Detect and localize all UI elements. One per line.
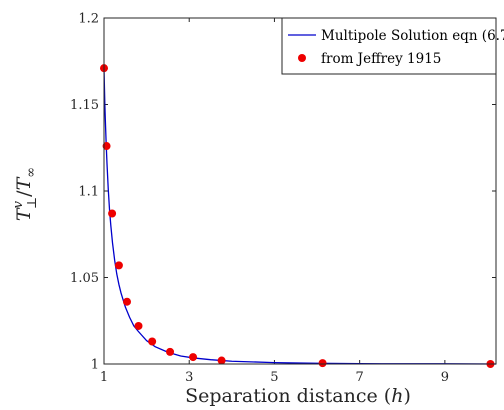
jeffrey-data-point xyxy=(108,209,117,218)
y-tick-label: 1.05 xyxy=(70,271,99,286)
jeffrey-data-point xyxy=(148,337,157,346)
x-axis-label-var: h xyxy=(391,385,403,407)
x-tick-label: 5 xyxy=(270,370,278,385)
y-axis-ticks: 1 1.05 1.1 1.15 1.2 xyxy=(70,12,496,373)
legend-box xyxy=(281,17,497,75)
y-tick-label: 1.15 xyxy=(70,98,99,113)
y-label-T: T xyxy=(13,207,35,221)
y-label-slash: / xyxy=(13,190,35,197)
legend: Multipole Solution eqn (6.7) from Jeffre… xyxy=(281,17,504,75)
jeffrey-data-point xyxy=(166,347,175,356)
jeffrey-data-point xyxy=(102,142,111,151)
y-label-sub: ⊥ xyxy=(25,197,40,209)
x-tick-label: 3 xyxy=(185,370,193,385)
y-axis-label: Tv⊥/T∞ xyxy=(11,167,40,221)
y-label-sup: v xyxy=(11,200,26,208)
jeffrey-data-point xyxy=(189,353,198,362)
x-axis-label-text: Separation distance xyxy=(185,385,378,407)
x-tick-label: 7 xyxy=(356,370,364,385)
series-layer xyxy=(100,64,497,368)
x-axis-label: Separation distance (h) xyxy=(185,385,411,407)
legend-marker-swatch xyxy=(298,54,306,62)
plot-area xyxy=(104,18,496,364)
y-tick-label: 1.2 xyxy=(78,12,99,27)
jeffrey-data-point xyxy=(123,297,132,306)
y-tick-label: 1.1 xyxy=(78,185,99,200)
y-label-sub2: ∞ xyxy=(24,167,39,178)
x-tick-label: 1 xyxy=(100,370,108,385)
jeffrey-data-point xyxy=(318,359,327,368)
jeffrey-data-point xyxy=(217,356,226,365)
jeffrey-data-point xyxy=(134,321,143,330)
y-label-T2: T xyxy=(13,176,35,190)
x-tick-label: 9 xyxy=(441,370,449,385)
legend-label-jeffrey: from Jeffrey 1915 xyxy=(321,51,441,67)
multipole-solution-line xyxy=(103,68,497,365)
y-tick-label: 1 xyxy=(91,358,99,373)
jeffrey-data-point xyxy=(114,261,123,270)
legend-label-multipole: Multipole Solution eqn (6.7) xyxy=(321,28,504,44)
